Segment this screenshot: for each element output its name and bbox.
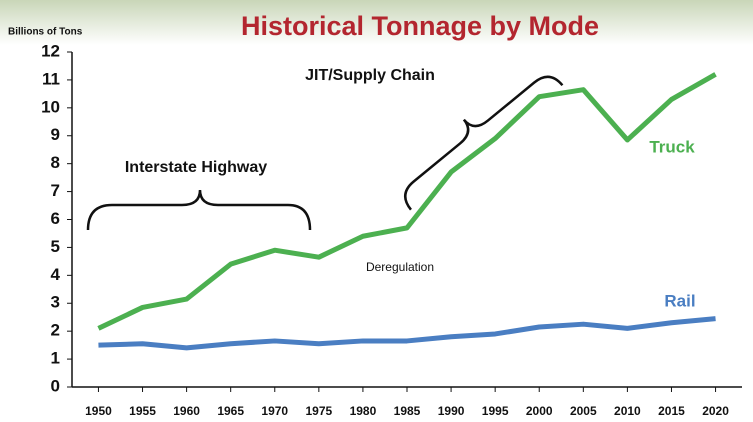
y-tick-label: 8 [51,153,60,172]
x-tick-label: 1980 [350,404,377,418]
line-series [98,319,715,348]
y-tick-label: 12 [41,41,60,60]
x-tick-label: 1975 [305,404,332,418]
x-tick-label: 1990 [438,404,465,418]
y-tick-label: 11 [42,69,60,88]
annotation: JIT/Supply Chain [305,67,435,84]
annotation: Interstate Highway [125,159,267,176]
x-tick-label: 2015 [658,404,685,418]
y-tick-label: 3 [51,293,60,312]
series-label: Rail [664,291,695,310]
y-axis-label: Billions of Tons [8,27,83,38]
x-tick-label: 2000 [526,404,553,418]
x-tick-label: 1960 [173,404,200,418]
x-tick-label: 1965 [217,404,244,418]
x-tick-label: 2020 [702,404,729,418]
annotation: Deregulation [366,260,434,274]
y-tick-label: 0 [51,376,60,395]
y-tick-label: 1 [51,349,60,368]
y-tick-label: 5 [51,237,60,256]
y-tick-label: 4 [51,265,61,284]
y-tick-label: 2 [51,321,60,340]
chart-title: Historical Tonnage by Mode [241,11,599,41]
x-tick-label: 2005 [570,404,597,418]
chart: Historical Tonnage by Mode Billions of T… [0,0,753,422]
brace [88,190,310,230]
x-tick-label: 1995 [482,404,509,418]
x-tick-label: 1985 [394,404,421,418]
x-tick-label: 1950 [85,404,112,418]
x-tick-label: 2010 [614,404,641,418]
series-label: Truck [649,137,695,156]
x-tick-label: 1970 [261,404,288,418]
y-tick-label: 7 [51,181,60,200]
y-tick-label: 6 [51,209,60,228]
y-tick-label: 9 [51,125,60,144]
y-tick-label: 10 [41,97,60,116]
x-tick-label: 1955 [129,404,156,418]
